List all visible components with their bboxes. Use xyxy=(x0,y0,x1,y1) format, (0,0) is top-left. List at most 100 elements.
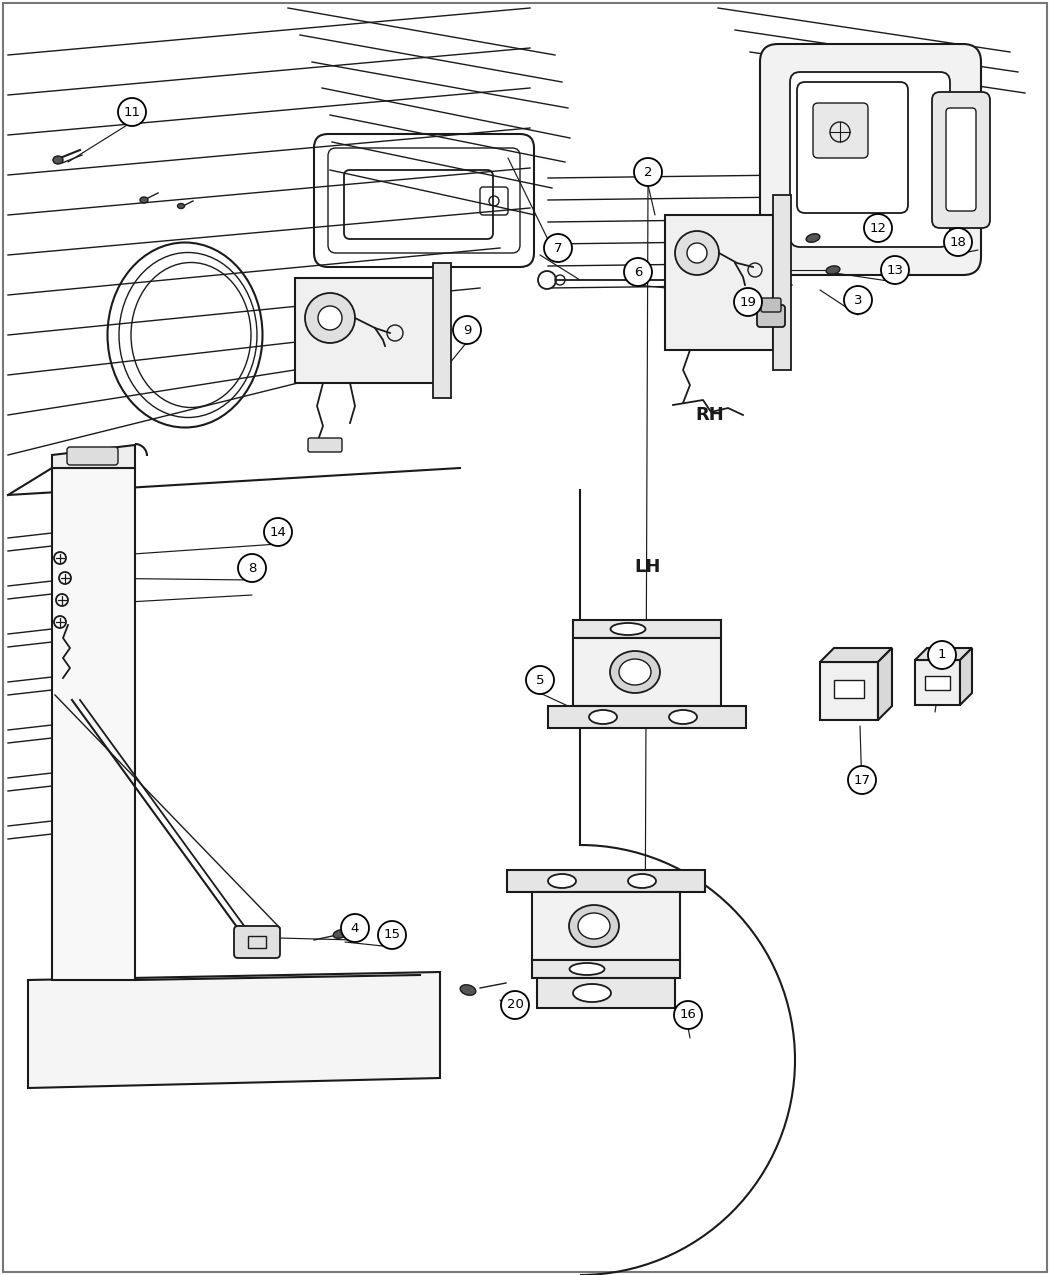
Text: LH: LH xyxy=(635,558,662,576)
Circle shape xyxy=(544,235,572,261)
Circle shape xyxy=(526,666,554,694)
Circle shape xyxy=(634,158,662,186)
Text: 2: 2 xyxy=(644,166,652,178)
Text: 17: 17 xyxy=(854,774,870,787)
FancyBboxPatch shape xyxy=(790,71,950,247)
Circle shape xyxy=(54,552,66,564)
Circle shape xyxy=(304,293,355,343)
FancyBboxPatch shape xyxy=(946,108,977,210)
Text: 3: 3 xyxy=(854,293,862,306)
Circle shape xyxy=(674,1001,702,1029)
Ellipse shape xyxy=(52,156,63,164)
Bar xyxy=(248,936,266,949)
Bar xyxy=(915,660,960,705)
Circle shape xyxy=(848,766,876,794)
Text: 9: 9 xyxy=(463,324,471,337)
Ellipse shape xyxy=(578,913,610,938)
Text: 12: 12 xyxy=(869,222,886,235)
Polygon shape xyxy=(960,648,972,705)
Ellipse shape xyxy=(569,905,620,947)
Bar xyxy=(433,263,452,398)
Circle shape xyxy=(264,518,292,546)
Ellipse shape xyxy=(548,873,576,887)
Text: 16: 16 xyxy=(679,1009,696,1021)
Ellipse shape xyxy=(620,659,651,685)
Polygon shape xyxy=(915,648,972,660)
Bar xyxy=(820,662,878,720)
Circle shape xyxy=(56,594,68,606)
Text: RH: RH xyxy=(695,405,724,425)
Text: 8: 8 xyxy=(248,561,256,575)
Text: 5: 5 xyxy=(536,673,544,686)
Text: 13: 13 xyxy=(886,264,903,277)
Circle shape xyxy=(453,316,481,344)
Ellipse shape xyxy=(826,266,840,274)
Circle shape xyxy=(54,616,66,629)
Bar xyxy=(537,978,675,1009)
Bar xyxy=(548,706,746,728)
FancyBboxPatch shape xyxy=(532,892,680,960)
Circle shape xyxy=(687,244,707,263)
Circle shape xyxy=(864,214,892,242)
Circle shape xyxy=(538,272,556,289)
Circle shape xyxy=(318,306,342,330)
FancyBboxPatch shape xyxy=(308,439,342,453)
Bar xyxy=(573,620,721,638)
Bar xyxy=(773,195,791,370)
Polygon shape xyxy=(52,468,135,980)
FancyBboxPatch shape xyxy=(295,278,440,382)
Circle shape xyxy=(341,914,369,942)
Ellipse shape xyxy=(806,233,820,242)
Ellipse shape xyxy=(610,623,646,635)
Ellipse shape xyxy=(140,198,148,203)
Ellipse shape xyxy=(628,873,656,887)
Bar xyxy=(532,960,680,978)
FancyBboxPatch shape xyxy=(760,45,981,275)
Text: 6: 6 xyxy=(634,265,643,278)
Bar xyxy=(507,870,705,892)
Bar xyxy=(925,676,950,690)
Bar xyxy=(834,680,864,697)
Ellipse shape xyxy=(573,984,611,1002)
Circle shape xyxy=(501,991,529,1019)
Polygon shape xyxy=(820,648,892,662)
FancyBboxPatch shape xyxy=(813,103,868,158)
Circle shape xyxy=(624,258,652,286)
Circle shape xyxy=(378,921,406,949)
FancyBboxPatch shape xyxy=(234,926,280,958)
Text: 19: 19 xyxy=(739,296,756,309)
FancyBboxPatch shape xyxy=(932,92,990,228)
Ellipse shape xyxy=(460,984,476,996)
FancyBboxPatch shape xyxy=(761,298,781,312)
Polygon shape xyxy=(878,648,892,720)
Text: 4: 4 xyxy=(351,922,359,935)
Circle shape xyxy=(928,641,956,669)
Ellipse shape xyxy=(177,204,185,209)
Text: 11: 11 xyxy=(124,106,141,119)
Text: 15: 15 xyxy=(383,928,400,941)
Circle shape xyxy=(844,286,872,314)
Ellipse shape xyxy=(569,963,605,975)
FancyBboxPatch shape xyxy=(67,448,118,465)
Text: 14: 14 xyxy=(270,525,287,538)
Text: 7: 7 xyxy=(553,241,562,255)
Circle shape xyxy=(675,231,719,275)
FancyBboxPatch shape xyxy=(665,215,773,351)
Ellipse shape xyxy=(669,710,697,724)
Circle shape xyxy=(118,98,146,126)
Polygon shape xyxy=(52,445,135,468)
Polygon shape xyxy=(28,972,440,1088)
FancyBboxPatch shape xyxy=(573,638,721,706)
Text: 18: 18 xyxy=(949,236,966,249)
Ellipse shape xyxy=(589,710,617,724)
FancyBboxPatch shape xyxy=(757,305,785,326)
Text: 20: 20 xyxy=(506,998,524,1011)
Circle shape xyxy=(881,256,909,284)
Text: 1: 1 xyxy=(938,649,946,662)
Ellipse shape xyxy=(333,929,347,938)
Circle shape xyxy=(734,288,762,316)
Ellipse shape xyxy=(610,652,660,694)
Circle shape xyxy=(238,555,266,581)
Circle shape xyxy=(59,572,71,584)
Circle shape xyxy=(944,228,972,256)
